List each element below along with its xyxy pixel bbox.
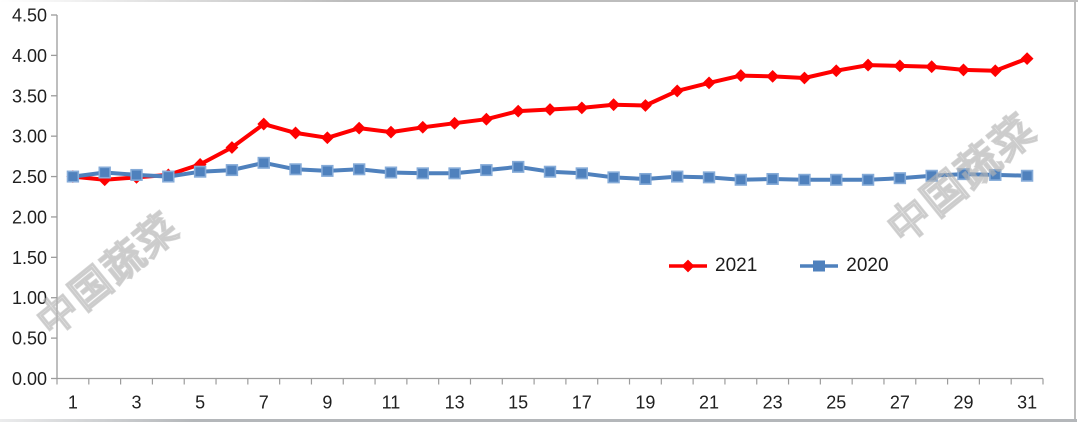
legend-swatch-2020-icon (800, 260, 839, 271)
x-axis-tick-label: 23 (763, 393, 783, 413)
data-point-2021-day-22 (734, 69, 748, 82)
data-point-2021-day-15 (511, 104, 525, 118)
data-point-2021-day-17 (575, 101, 589, 115)
data-point-2021-day-21 (702, 76, 716, 90)
x-axis-tick-label: 19 (635, 393, 655, 413)
data-point-2020-day-1 (66, 170, 80, 183)
data-point-2021-day-25 (829, 64, 843, 78)
data-point-2021-day-19 (639, 99, 652, 112)
data-point-2021-day-8 (289, 126, 302, 140)
data-point-2020-day-24 (798, 173, 811, 186)
frame-border-top (0, 0, 1078, 2)
data-point-2021-day-16 (543, 103, 557, 116)
y-axis-tick-label: 3.50 (12, 86, 47, 106)
data-point-2021-day-24 (798, 71, 811, 85)
y-axis-tick-label: 1.00 (12, 288, 47, 308)
data-point-2021-day-9 (320, 131, 334, 145)
data-point-2021-day-18 (607, 98, 621, 112)
data-point-2020-day-9 (321, 164, 334, 177)
y-axis-tick-label: 3.00 (12, 127, 47, 147)
chart-legend: 2021 2020 (668, 256, 889, 275)
data-point-2020-day-23 (766, 172, 779, 185)
y-axis-tick-label: 0.00 (12, 369, 47, 389)
data-point-2020-day-16 (543, 165, 557, 178)
data-point-2020-day-26 (861, 173, 875, 186)
y-axis-tick-label: 0.50 (12, 329, 47, 349)
data-point-2021-day-27 (893, 59, 907, 73)
x-axis-tick-label: 15 (508, 393, 528, 413)
data-point-2020-day-31 (1020, 169, 1034, 182)
data-point-2020-day-7 (257, 156, 270, 169)
data-point-2020-day-11 (384, 166, 398, 179)
data-point-2020-day-25 (830, 173, 843, 186)
y-axis-tick-label: 4.50 (12, 6, 47, 26)
x-axis-tick-label: 5 (195, 393, 205, 413)
data-point-2021-day-7 (257, 117, 271, 131)
x-axis-tick-label: 11 (382, 393, 401, 413)
data-point-2020-day-8 (289, 163, 302, 176)
data-point-2020-day-17 (575, 167, 589, 180)
data-point-2021-day-14 (479, 112, 493, 126)
data-point-2020-day-10 (352, 163, 366, 176)
x-axis-tick-label: 25 (826, 393, 846, 413)
x-axis-tick-label: 9 (322, 393, 332, 413)
data-point-2020-day-22 (734, 173, 748, 186)
data-point-2021-day-10 (352, 121, 366, 135)
data-point-2020-day-13 (448, 167, 461, 180)
x-axis-tick-label: 21 (699, 393, 719, 413)
data-point-2020-day-2 (98, 166, 111, 179)
data-point-2020-day-27 (893, 172, 907, 185)
series-line-2021 (70, 56, 1030, 182)
frame-border-bottom (0, 419, 1077, 422)
data-point-2020-day-4 (162, 170, 175, 183)
data-point-2021-day-12 (416, 120, 430, 134)
data-point-2020-day-28 (925, 169, 938, 182)
legend-item-2020: 2020 (799, 255, 889, 276)
x-axis-tick-label: 13 (445, 393, 465, 413)
data-point-2020-day-18 (607, 171, 620, 184)
frame-border-right (1074, 1, 1076, 421)
legend-swatch-2021-icon (669, 259, 707, 272)
data-point-2020-day-12 (416, 167, 429, 180)
data-point-2021-day-11 (384, 125, 398, 139)
data-point-2020-day-5 (193, 165, 207, 178)
data-point-2020-day-20 (671, 170, 684, 183)
data-point-2020-day-15 (511, 160, 525, 173)
data-point-2021-day-28 (925, 60, 939, 74)
data-point-2020-day-21 (702, 171, 716, 184)
data-point-2021-day-31 (1020, 52, 1034, 66)
data-point-2020-day-30 (989, 168, 1002, 181)
y-axis-tick-label: 1.50 (12, 248, 47, 268)
data-point-2020-day-6 (225, 164, 239, 177)
x-axis-tick-label: 7 (259, 393, 269, 413)
x-axis-tick-label: 31 (1017, 393, 1037, 413)
x-axis-tick-label: 27 (890, 393, 910, 413)
data-point-2020-day-29 (957, 168, 970, 181)
data-point-2021-day-30 (988, 64, 1002, 78)
data-point-2021-day-2 (98, 173, 112, 187)
data-point-2021-day-13 (448, 116, 461, 130)
legend-item-2021: 2021 (668, 256, 757, 275)
legend-label-2021: 2021 (715, 255, 758, 276)
data-point-2020-day-3 (130, 168, 143, 181)
data-point-2021-day-20 (670, 84, 684, 98)
x-axis-tick-label: 1 (68, 393, 78, 413)
y-axis-tick-label: 2.00 (12, 207, 47, 227)
y-axis-tick-label: 2.50 (12, 167, 47, 187)
data-point-2020-day-19 (639, 172, 652, 185)
data-point-2020-day-14 (480, 164, 493, 177)
x-axis-tick-label: 3 (132, 393, 142, 413)
data-point-2021-day-6 (225, 141, 239, 154)
y-axis-tick-label: 4.00 (12, 46, 47, 66)
data-point-2021-day-29 (957, 63, 970, 77)
data-point-2021-day-23 (766, 69, 780, 83)
x-axis-tick-label: 29 (953, 393, 973, 413)
data-point-2021-day-26 (861, 58, 875, 72)
legend-label-2020: 2020 (846, 255, 889, 276)
x-axis-tick-label: 17 (572, 393, 592, 413)
